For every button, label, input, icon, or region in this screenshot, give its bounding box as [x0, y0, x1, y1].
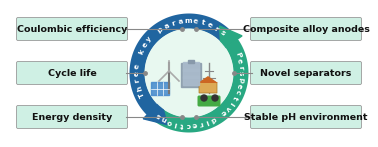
Text: e: e [193, 18, 198, 25]
Bar [188, 60, 194, 63]
Circle shape [212, 95, 218, 101]
Text: k: k [138, 49, 145, 55]
Text: i: i [174, 120, 178, 127]
Polygon shape [143, 101, 167, 125]
Text: n: n [161, 115, 168, 123]
FancyBboxPatch shape [251, 17, 361, 41]
Text: y: y [146, 36, 153, 43]
Text: e: e [236, 58, 243, 64]
Text: p: p [237, 77, 244, 83]
Text: d: d [209, 115, 217, 123]
Text: a: a [163, 22, 170, 30]
Text: s: s [238, 71, 244, 76]
Text: a: a [178, 18, 184, 25]
Text: v: v [224, 104, 231, 112]
Text: Novel separators: Novel separators [260, 69, 352, 77]
Text: Coulombic efficiency: Coulombic efficiency [17, 25, 127, 34]
Text: Composite alloy anodes: Composite alloy anodes [243, 25, 369, 34]
Text: e: e [134, 63, 141, 69]
Text: Energy density: Energy density [32, 112, 112, 122]
Circle shape [135, 19, 243, 127]
Text: p: p [156, 26, 164, 34]
FancyBboxPatch shape [17, 17, 127, 41]
Text: c: c [186, 122, 191, 128]
Bar [151, 82, 169, 95]
FancyBboxPatch shape [197, 96, 220, 106]
Text: t: t [200, 20, 205, 26]
FancyBboxPatch shape [17, 61, 127, 85]
Text: t: t [231, 95, 238, 101]
Text: c: c [234, 89, 241, 95]
Text: e: e [192, 121, 198, 128]
Text: t: t [180, 121, 184, 128]
Polygon shape [220, 26, 242, 50]
Text: e: e [206, 22, 213, 29]
Polygon shape [199, 78, 217, 93]
Polygon shape [198, 76, 218, 83]
Text: h: h [136, 85, 143, 91]
Text: r: r [237, 65, 244, 70]
Text: s: s [219, 29, 226, 37]
Text: i: i [205, 118, 209, 125]
Text: T: T [138, 91, 146, 99]
Text: r: r [213, 25, 220, 32]
Bar [183, 69, 199, 78]
Text: P: P [234, 52, 242, 59]
Text: r: r [198, 120, 203, 127]
Text: Cycle life: Cycle life [48, 69, 96, 77]
FancyBboxPatch shape [251, 61, 361, 85]
Bar [181, 63, 201, 87]
Text: e: e [134, 71, 140, 76]
Polygon shape [147, 39, 248, 132]
Text: r: r [171, 20, 176, 27]
Text: e: e [219, 108, 227, 116]
Text: i: i [228, 100, 235, 106]
Text: m: m [184, 18, 192, 24]
Text: r: r [134, 79, 141, 83]
Circle shape [146, 30, 232, 117]
Bar [183, 76, 199, 85]
Text: e: e [141, 42, 149, 49]
Text: Stable pH environment: Stable pH environment [244, 112, 368, 122]
Text: o: o [167, 118, 174, 125]
FancyBboxPatch shape [251, 106, 361, 128]
Circle shape [201, 95, 207, 101]
Text: s: s [156, 112, 163, 119]
Text: e: e [236, 83, 243, 89]
FancyBboxPatch shape [17, 106, 127, 128]
Polygon shape [130, 14, 238, 115]
Bar [183, 62, 199, 71]
